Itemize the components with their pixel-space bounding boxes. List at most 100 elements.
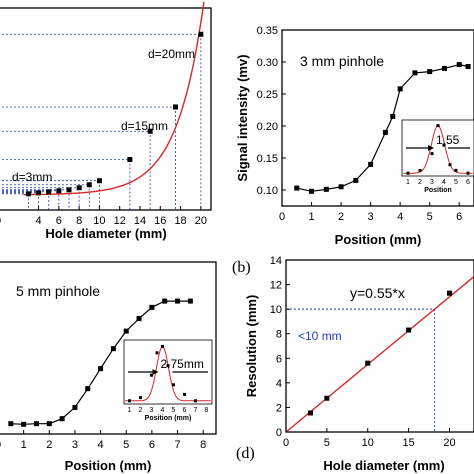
panel-b-xtick-label: 3 [368, 211, 374, 223]
panel-d-equation: y=0.55*x [350, 285, 405, 301]
panel-c-inset-point [183, 392, 186, 396]
panel-c-xlabel: Position (mm) [65, 458, 152, 473]
panel-d-xtick-label: 10 [362, 437, 374, 449]
panel-c-xtick-label: 4 [98, 439, 104, 451]
panel-c-inset-arrowhead-left [152, 369, 159, 375]
panel-d-xtick-label: 0 [283, 437, 289, 449]
panel-b-point [412, 70, 418, 76]
panel-c-point [98, 366, 104, 372]
panel-b-point [382, 129, 388, 135]
panel-c-inset-xtick-label: 6 [183, 407, 187, 414]
panel-a-xlabel: Hole diameter (mm) [45, 226, 166, 241]
panel-b-inset-point [406, 171, 410, 175]
panel-c-xtick-label: 7 [174, 439, 180, 451]
panel-c-point [85, 386, 91, 392]
panel-d-xlabel: Hole diameter (mm) [323, 458, 444, 473]
panel-b-tag: (b) [232, 259, 251, 276]
panel-d-frame [285, 259, 474, 433]
panel-d-point [365, 360, 371, 366]
panel-a-xtick-label: 8 [76, 215, 82, 227]
panel-d-fit-line [285, 276, 474, 433]
panel-b-inset-xtick-label: 3 [430, 179, 434, 186]
panel-a-point [96, 178, 102, 184]
panel-c-point [59, 416, 65, 422]
panel-b-point [368, 161, 374, 167]
panel-d: 0 5 10 15 20 0 2 4 6 8 10 12 14 y=0.55*x <10 mm Hole… [236, 255, 474, 473]
panel-c-inset-point [172, 383, 175, 387]
panel-b-point [441, 65, 447, 71]
panel-b-point [338, 184, 344, 190]
panel-c-inset-point [194, 399, 197, 403]
panel-b-inset-xtick-label: 6 [466, 179, 470, 186]
panel-c-point [110, 346, 116, 352]
panel-a-point [36, 190, 42, 196]
panel-c-xtick-label: 2 [46, 439, 52, 451]
panel-c-inset-xtick-label: 3 [150, 407, 154, 414]
panel-c-inset-xtick-label: 8 [205, 407, 209, 414]
panel-a-annotation-d3: d=3mm [12, 170, 52, 184]
panel-b-inset-point [442, 143, 446, 147]
panel-d-xtick-label: 20 [443, 437, 455, 449]
panel-c-inset-fit-label: 2.75mm [161, 357, 204, 371]
panel-c-xtick-label: 6 [149, 439, 155, 451]
panel-d-ytick-label: 2 [276, 402, 282, 414]
panel-c-inset-point [150, 373, 153, 377]
panel-a-xtick-label: 16 [154, 215, 166, 227]
panel-c-point [187, 298, 193, 304]
panel-b-title: 3 mm pinhole [300, 53, 384, 69]
panel-d-ytick-label: 6 [276, 353, 282, 365]
panel-c-inset-point [161, 344, 164, 348]
panel-d-ytick-label: 14 [270, 255, 282, 267]
panel-a-point [173, 104, 178, 110]
panel-b-inset-point [418, 168, 422, 172]
panel-b-inset-fit-label: 1.55 [436, 133, 460, 147]
panel-b-inset-arrowhead-left [428, 145, 434, 151]
panel-d-ylabel: Resolution (mm) [244, 295, 259, 398]
panel-c-point [123, 328, 129, 334]
panel-a-xtick-label: 6 [56, 215, 62, 227]
panel-a-frame [0, 7, 212, 211]
panel-c: 012345678 5 mm pinhole Position (mm) 123… [0, 261, 217, 473]
panel-b-point [390, 113, 396, 119]
panel-a-xtick-label: 14 [134, 215, 146, 227]
panel-d-xtick-label: 15 [402, 437, 414, 449]
panel-c-point [149, 304, 155, 310]
panel-b-frame [281, 29, 474, 207]
panel-b-ytick-label: 0.25 [257, 89, 278, 101]
panel-a-point [198, 31, 204, 37]
panel-a-fit-curve [23, 1, 205, 196]
panel-c-inset-point [155, 351, 159, 355]
panel-c-point [136, 316, 142, 322]
panel-a-annotation-d15: d=15mm [121, 119, 168, 133]
panel-b-inset-point [466, 171, 470, 175]
panel-c-inset-point [128, 399, 131, 403]
panel-d-ytick-label: 12 [270, 280, 282, 292]
panel-d-point [308, 410, 314, 416]
panel-b-inset-point [436, 124, 440, 128]
panel-c-inset-point [166, 364, 170, 368]
panel-b-inset-point [448, 163, 452, 167]
panel-a-annotation-d20: d=20mm [148, 47, 195, 61]
panel-c-point [46, 421, 52, 427]
panel-c-title: 5 mm pinhole [16, 283, 100, 299]
panel-b-point [465, 63, 471, 69]
panel-d-ytick-label: 4 [276, 378, 282, 390]
panel-d-ytick-label: 10 [270, 304, 282, 316]
panel-a-xtick-label: 0 [0, 215, 1, 227]
panel-b-xtick-label: 5 [427, 211, 433, 223]
panel-a-point [25, 191, 31, 197]
panel-d-xtick-label: 5 [324, 437, 330, 449]
panel-d-threshold-label: <10 mm [298, 329, 342, 343]
panel-b-inset-xtick-label: 5 [454, 179, 458, 186]
panel-c-inset-xlabel: Position (mm) [145, 415, 192, 422]
panel-a-xtick-label: 12 [114, 215, 126, 227]
panel-b-inset-xtick-label: 4 [442, 179, 446, 186]
panel-c-inset-xtick-label: 4 [161, 407, 165, 414]
panel-b-ytick-label: 0.35 [257, 25, 278, 37]
panel-c-xtick-label: 1 [21, 439, 27, 451]
panel-b: 0 1 2 3 4 5 6 0.10 0.15 0.20 0.25 0.30 0.35 3 mm pin… [232, 25, 474, 276]
panel-c-point [175, 298, 181, 304]
panel-c-point [72, 404, 78, 410]
panel-b-ytick-label: 0.10 [257, 185, 278, 197]
panel-b-xtick-label: 4 [397, 211, 403, 223]
